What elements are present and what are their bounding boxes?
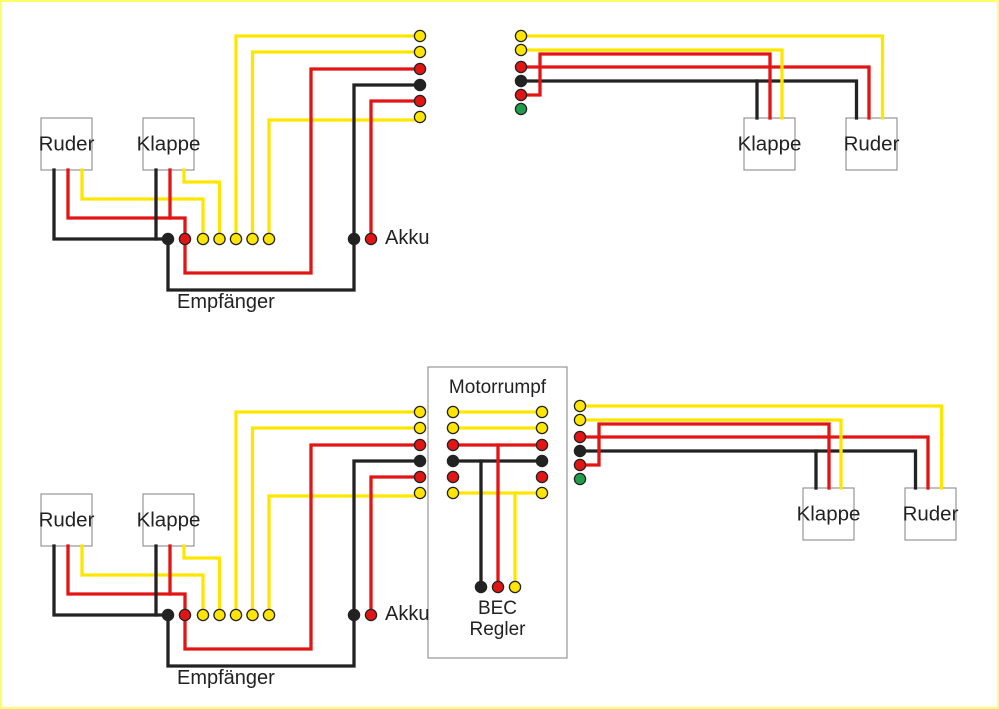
svg-text:Ruder: Ruder: [903, 503, 959, 526]
svg-text:Empfänger: Empfänger: [177, 291, 275, 313]
svg-text:Ruder: Ruder: [39, 509, 95, 532]
svg-text:Ruder: Ruder: [39, 133, 95, 156]
svg-text:Empfänger: Empfänger: [177, 667, 275, 689]
svg-text:Akku: Akku: [385, 603, 429, 625]
svg-text:Klappe: Klappe: [738, 133, 802, 156]
svg-text:Klappe: Klappe: [137, 133, 201, 156]
svg-text:BEC: BEC: [478, 598, 517, 619]
svg-text:Klappe: Klappe: [797, 503, 861, 526]
svg-text:Regler: Regler: [470, 619, 527, 640]
svg-text:Motorrumpf: Motorrumpf: [449, 377, 547, 398]
svg-text:Ruder: Ruder: [844, 133, 900, 156]
svg-text:Klappe: Klappe: [137, 509, 201, 532]
svg-text:Akku: Akku: [385, 227, 429, 249]
